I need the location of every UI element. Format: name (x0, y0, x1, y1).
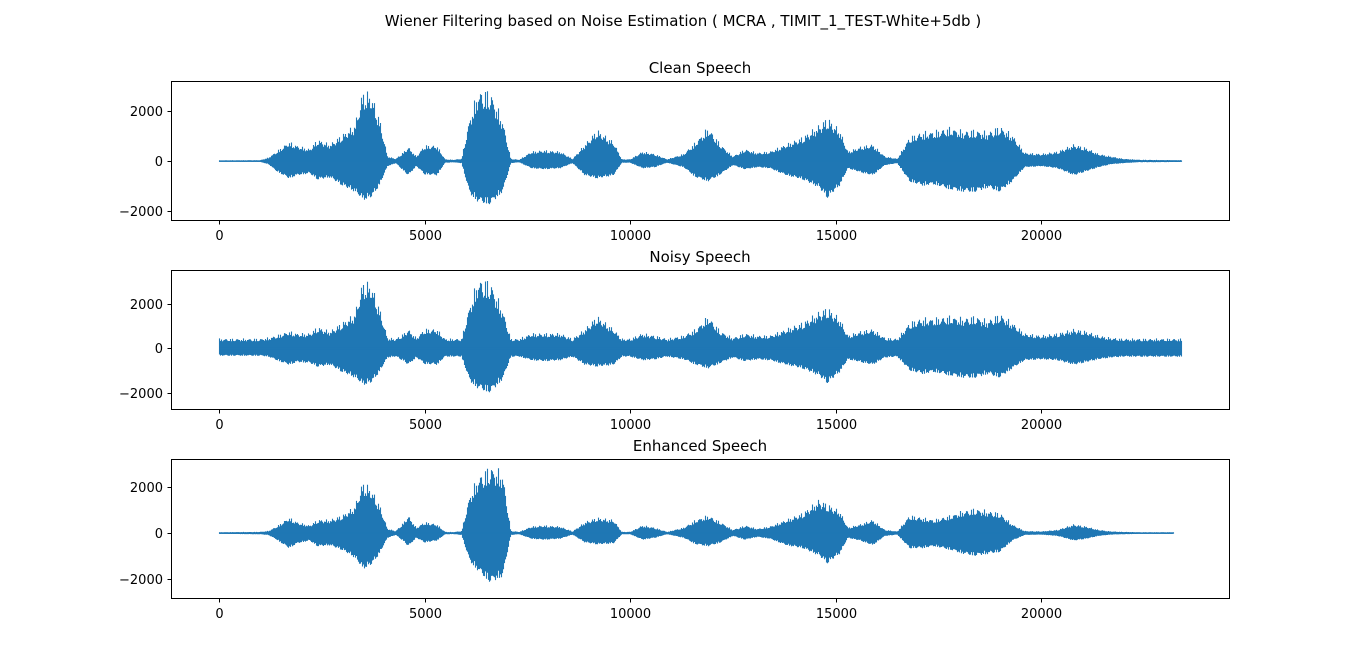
y-tick-label: −2000 (119, 387, 163, 402)
x-tick-label: 20000 (1021, 607, 1062, 622)
x-tick-label: 5000 (409, 418, 442, 433)
axes-frame (171, 270, 1230, 410)
x-tick-label: 0 (215, 418, 223, 433)
y-tick-label: −2000 (119, 573, 163, 588)
x-tick-label: 15000 (816, 418, 857, 433)
axes-title: Enhanced Speech (633, 437, 767, 455)
axes-title: Noisy Speech (649, 248, 750, 266)
x-tick-label: 15000 (816, 229, 857, 244)
figure-suptitle: Wiener Filtering based on Noise Estimati… (385, 12, 981, 31)
y-tick-label: 2000 (130, 105, 163, 120)
y-tick-label: 2000 (130, 481, 163, 496)
x-tick-label: 15000 (816, 607, 857, 622)
x-tick-label: 10000 (610, 229, 651, 244)
x-tick-label: 5000 (409, 229, 442, 244)
y-tick-label: 0 (155, 527, 163, 542)
x-tick-label: 10000 (610, 607, 651, 622)
y-tick-label: 0 (155, 342, 163, 357)
subplot-clean-speech: Clean Speech 0 5000 10000 15000 20000 −2000 0 20… (119, 59, 1230, 244)
x-tick-label: 20000 (1021, 229, 1062, 244)
axes-frame (171, 459, 1230, 599)
x-tick-label: 20000 (1021, 418, 1062, 433)
axes-frame (171, 81, 1230, 221)
y-tick-label: 0 (155, 155, 163, 170)
x-tick-label: 5000 (409, 607, 442, 622)
x-tick-label: 0 (215, 229, 223, 244)
y-tick-label: 2000 (130, 298, 163, 313)
subplot-noisy-speech: Noisy Speech 0 5000 10000 15000 20000 −2000 0 20… (119, 248, 1230, 433)
axes-title: Clean Speech (649, 59, 752, 77)
y-tick-label: −2000 (119, 205, 163, 220)
x-tick-label: 10000 (610, 418, 651, 433)
x-tick-label: 0 (215, 607, 223, 622)
